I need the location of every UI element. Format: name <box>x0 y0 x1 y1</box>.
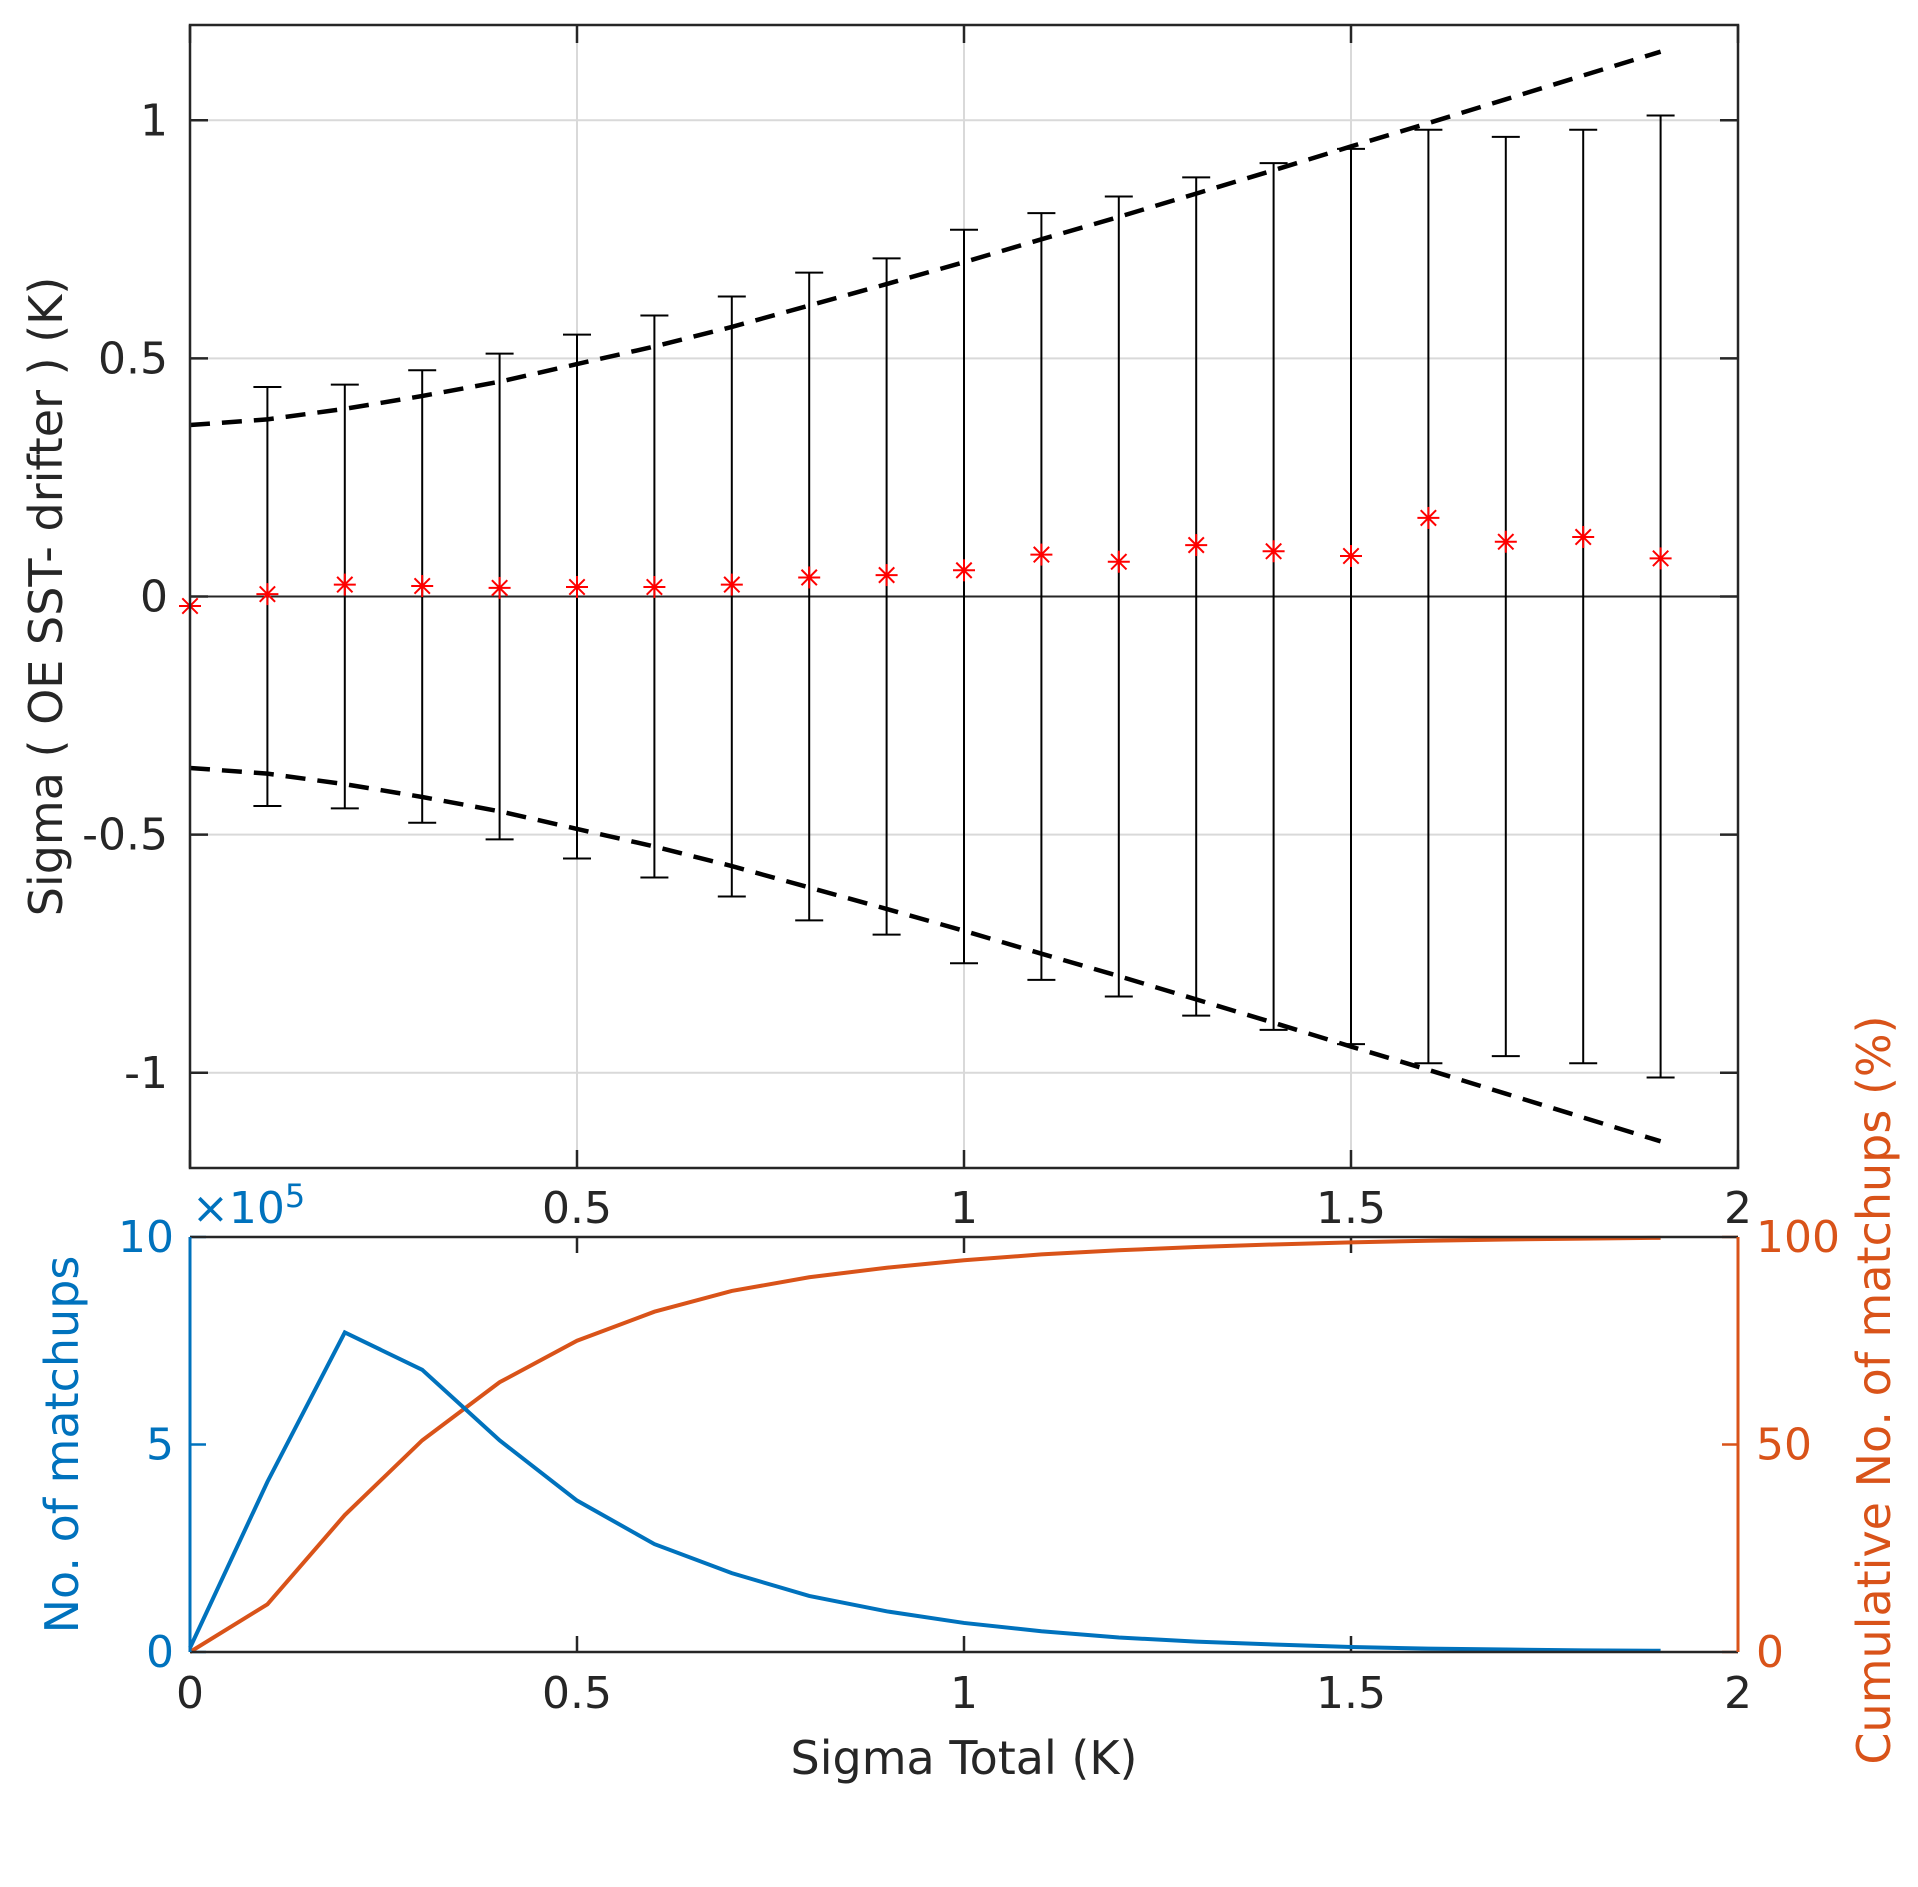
bottom-x-tick-label: 1 <box>950 1668 978 1719</box>
error-bar <box>1259 162 1288 1031</box>
bottom-x-tick-label: 0 <box>176 1668 204 1719</box>
top-y-tick-label: -1 <box>124 1048 168 1099</box>
error-bar <box>717 295 746 898</box>
right-y-axis-label: Cumulative No. of matchups (%) <box>1847 1015 1901 1764</box>
marker-stroke-d2 <box>800 569 818 586</box>
error-bar <box>795 271 824 922</box>
bottom-top-x-tick-labels: 0.5 1 1.5 2 <box>542 1183 1752 1234</box>
error-bar <box>330 383 359 810</box>
mean-marker <box>1340 545 1362 568</box>
mean-marker <box>411 575 434 598</box>
marker-stroke-d2 <box>1265 542 1283 560</box>
matchups-count-line <box>188 1329 1661 1653</box>
error-bar <box>1182 176 1211 1017</box>
mean-marker <box>643 575 666 598</box>
error-bar <box>1027 212 1056 981</box>
exponent-power: 5 <box>285 1177 305 1215</box>
bottom-x-tick-label: 1.5 <box>1316 1668 1386 1719</box>
bottom-top-x-tick-label: 0.5 <box>542 1183 612 1234</box>
marker-stroke-d2 <box>336 576 354 594</box>
top-y-tick-label: -0.5 <box>82 810 168 861</box>
expected-sigma-upper-line <box>189 49 1662 428</box>
mean-marker <box>1262 540 1285 563</box>
x-axis-label: Sigma Total (K) <box>791 1731 1138 1785</box>
marker-stroke-d2 <box>955 561 973 579</box>
marker-stroke-d2 <box>1187 536 1205 554</box>
error-bar <box>872 257 901 936</box>
marker-stroke-d2 <box>878 566 896 584</box>
top-y-tick-label: 0.5 <box>98 333 168 384</box>
mean-marker <box>798 566 821 589</box>
marker-stroke-d2 <box>1342 547 1360 565</box>
mean-marker <box>1494 530 1517 553</box>
marker-stroke-d2 <box>1032 546 1050 563</box>
exponent-label: ×105 <box>192 1177 305 1234</box>
left-y-tick-label: 10 <box>118 1212 174 1263</box>
bottom-top-x-tick-label: 1.5 <box>1316 1183 1386 1234</box>
error-bar <box>1646 114 1675 1079</box>
top-expected-sigma-lines <box>189 49 1662 1144</box>
right-y-tick-label: 100 <box>1756 1212 1840 1263</box>
mean-marker <box>953 559 975 582</box>
bottom-left-y-tick-labels: 0 5 10 <box>118 1212 174 1678</box>
top-y-tick-labels: -1 -0.5 0 0.5 1 <box>82 95 168 1099</box>
marker-stroke-d2 <box>1419 509 1437 527</box>
top-error-bars <box>253 114 1675 1079</box>
mean-marker <box>1107 550 1130 573</box>
cumulative-matchups-line <box>188 1235 1661 1654</box>
mean-marker <box>566 575 588 598</box>
bottom-axes-frame <box>188 1235 1740 1654</box>
top-y-tick-label: 1 <box>140 95 168 146</box>
right-y-tick-label: 50 <box>1756 1420 1812 1471</box>
left-y-axis-label: No. of matchups <box>35 1256 89 1634</box>
error-bar <box>1104 195 1133 998</box>
left-y-tick-label: 0 <box>146 1627 174 1678</box>
marker-stroke-d2 <box>491 579 509 597</box>
right-y-tick-label: 0 <box>1756 1627 1784 1678</box>
left-y-tick-label: 5 <box>146 1420 174 1471</box>
mean-marker <box>1572 525 1595 548</box>
marker-stroke-d2 <box>413 577 431 595</box>
mean-marker <box>1185 534 1208 557</box>
bottom-series-lines <box>188 1235 1661 1654</box>
mean-marker <box>1030 543 1053 566</box>
marker-stroke-d2 <box>1652 549 1670 567</box>
mean-marker <box>720 573 743 596</box>
error-bar <box>1414 128 1443 1065</box>
top-errorbar-chart: -1 -0.5 0 0.5 1 Sigma ( OE SST- drifter ) (K… <box>19 23 1740 1170</box>
mean-marker <box>1649 547 1672 570</box>
error-bar <box>1569 128 1598 1065</box>
marker-stroke-d2 <box>1574 528 1592 546</box>
mean-marker <box>488 576 511 599</box>
expected-sigma-lower-line <box>189 765 1662 1144</box>
top-axes-frame <box>188 23 1740 1170</box>
bottom-x-tick-label: 0.5 <box>542 1668 612 1719</box>
marker-stroke-d2 <box>723 576 741 594</box>
mean-marker <box>256 583 279 606</box>
mean-marker <box>333 573 356 596</box>
bottom-x-tick-label: 2 <box>1724 1668 1752 1719</box>
top-y-tick-label: 0 <box>140 572 168 623</box>
bottom-x-tick-labels: 0 0.5 1 1.5 2 <box>176 1668 1752 1719</box>
marker-stroke-d2 <box>1110 553 1128 571</box>
mean-marker <box>875 564 898 587</box>
bottom-top-x-tick-label: 2 <box>1724 1183 1752 1234</box>
marker-stroke-d2 <box>568 578 586 596</box>
mean-marker <box>1417 506 1440 529</box>
top-y-axis-label: Sigma ( OE SST- drifter ) (K) <box>19 277 73 917</box>
top-mean-markers <box>179 506 1672 618</box>
error-bar <box>950 228 978 965</box>
error-bar <box>1491 135 1520 1058</box>
marker-stroke-d2 <box>1497 533 1515 551</box>
bottom-right-y-tick-labels: 0 50 100 <box>1756 1212 1840 1678</box>
bottom-top-x-tick-label: 1 <box>950 1183 978 1234</box>
exponent-base: ×10 <box>192 1183 285 1234</box>
marker-stroke-d2 <box>645 578 663 596</box>
marker-stroke-d2 <box>258 585 276 603</box>
